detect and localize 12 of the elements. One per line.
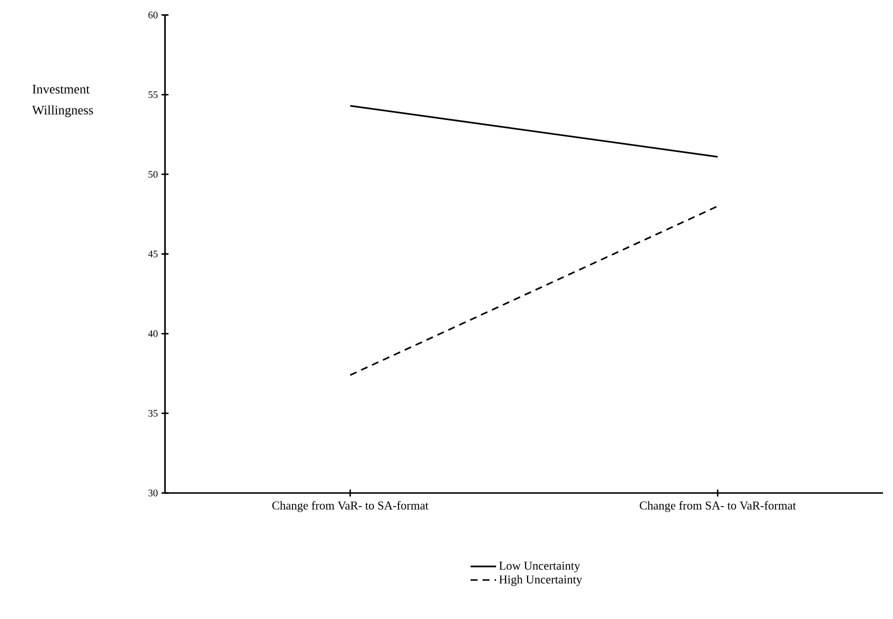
legend-label: Low Uncertainty — [499, 562, 580, 572]
y-tick-label: 60 — [148, 12, 158, 18]
y-tick-label: 50 — [148, 170, 158, 178]
legend-label: High Uncertainty — [499, 575, 582, 586]
y-tick-label: 40 — [148, 330, 158, 338]
y-tick-label: 55 — [148, 91, 158, 98]
y-axis-title: Investment Willingness — [32, 84, 93, 118]
x-tick-label: Change from VaR- to SA-format — [272, 501, 428, 512]
y-tick-label: 30 — [148, 490, 158, 496]
y-tick-label: 45 — [148, 250, 158, 258]
x-tick-label: Change from SA- to VaR-format — [640, 501, 796, 512]
y-tick-label: 35 — [148, 410, 158, 417]
